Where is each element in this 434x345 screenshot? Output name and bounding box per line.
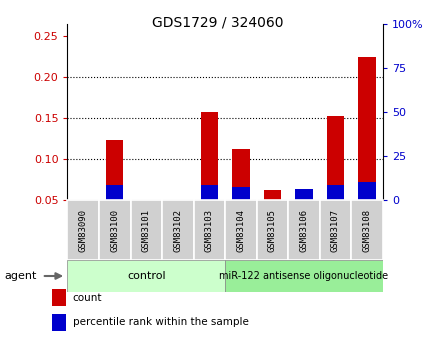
Text: GSM83101: GSM83101 bbox=[141, 209, 151, 252]
Bar bbox=[130, 200, 162, 260]
Text: GSM83103: GSM83103 bbox=[204, 209, 214, 252]
Bar bbox=[326, 185, 343, 200]
Bar bbox=[106, 185, 123, 200]
Text: GSM83104: GSM83104 bbox=[236, 209, 245, 252]
Bar bbox=[99, 200, 130, 260]
Bar bbox=[256, 200, 288, 260]
Bar bbox=[67, 200, 99, 260]
Text: GSM83105: GSM83105 bbox=[267, 209, 276, 252]
Bar bbox=[358, 57, 375, 200]
Bar bbox=[263, 190, 280, 200]
Bar bbox=[200, 185, 217, 200]
Bar bbox=[232, 149, 249, 200]
Text: agent: agent bbox=[4, 271, 36, 281]
Text: GSM83100: GSM83100 bbox=[110, 209, 119, 252]
Text: control: control bbox=[127, 271, 165, 281]
Text: GSM83102: GSM83102 bbox=[173, 209, 182, 252]
Text: GSM83108: GSM83108 bbox=[362, 209, 371, 252]
Bar bbox=[161, 200, 193, 260]
Text: GSM83107: GSM83107 bbox=[330, 209, 339, 252]
Bar bbox=[225, 260, 382, 292]
Text: GSM83090: GSM83090 bbox=[79, 209, 88, 252]
Bar bbox=[351, 200, 382, 260]
Bar bbox=[200, 112, 217, 200]
Text: GDS1729 / 324060: GDS1729 / 324060 bbox=[151, 16, 283, 30]
Bar bbox=[288, 200, 319, 260]
Bar bbox=[193, 200, 225, 260]
Bar bbox=[52, 289, 66, 306]
Bar bbox=[106, 140, 123, 200]
Bar bbox=[52, 314, 66, 331]
Bar bbox=[326, 116, 343, 200]
Text: count: count bbox=[72, 293, 102, 303]
Bar bbox=[358, 182, 375, 200]
Bar bbox=[225, 200, 256, 260]
Bar bbox=[319, 200, 351, 260]
Bar bbox=[295, 189, 312, 200]
Text: percentile rank within the sample: percentile rank within the sample bbox=[72, 317, 248, 327]
Text: GSM83106: GSM83106 bbox=[299, 209, 308, 252]
Bar bbox=[232, 187, 249, 200]
Text: miR-122 antisense oligonucleotide: miR-122 antisense oligonucleotide bbox=[219, 271, 388, 281]
Bar bbox=[67, 260, 225, 292]
